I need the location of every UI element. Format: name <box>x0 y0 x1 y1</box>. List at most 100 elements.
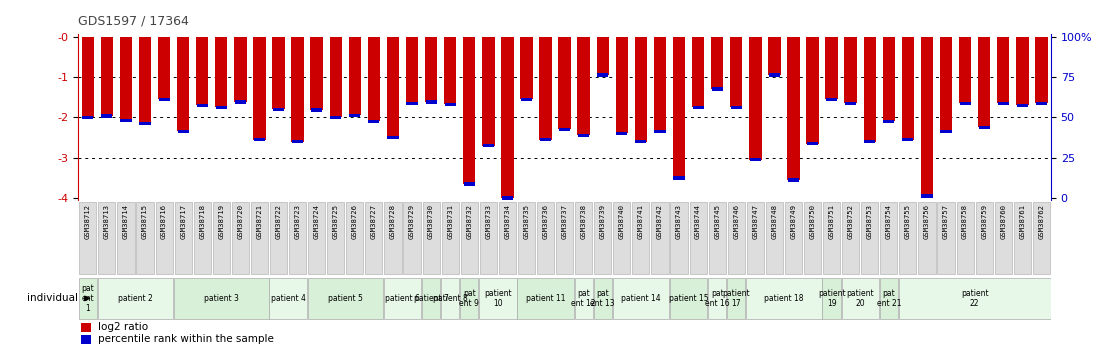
FancyBboxPatch shape <box>421 278 440 319</box>
Text: patient 2: patient 2 <box>119 294 153 303</box>
FancyBboxPatch shape <box>880 278 898 319</box>
Bar <box>750 158 761 161</box>
FancyBboxPatch shape <box>288 201 306 275</box>
Bar <box>882 37 896 121</box>
Bar <box>139 37 151 124</box>
FancyBboxPatch shape <box>499 201 515 275</box>
Bar <box>464 182 475 186</box>
Bar <box>234 37 247 102</box>
FancyBboxPatch shape <box>537 201 555 275</box>
FancyBboxPatch shape <box>250 201 268 275</box>
Bar <box>407 101 418 105</box>
FancyBboxPatch shape <box>385 201 401 275</box>
Bar <box>311 108 322 112</box>
Bar <box>387 37 399 138</box>
FancyBboxPatch shape <box>231 201 249 275</box>
Text: patient 3: patient 3 <box>203 294 239 303</box>
Bar <box>559 128 570 131</box>
Text: individual: individual <box>28 294 78 303</box>
Text: patient 8: patient 8 <box>433 294 467 303</box>
FancyBboxPatch shape <box>671 201 688 275</box>
FancyBboxPatch shape <box>976 201 993 275</box>
FancyBboxPatch shape <box>708 278 727 319</box>
Bar <box>578 37 590 136</box>
FancyBboxPatch shape <box>97 278 173 319</box>
Text: GSM38739: GSM38739 <box>599 204 606 239</box>
Bar <box>807 142 818 145</box>
Text: patient
20: patient 20 <box>846 289 874 308</box>
Text: patient
17: patient 17 <box>722 289 750 308</box>
FancyBboxPatch shape <box>727 278 746 319</box>
Text: GSM38716: GSM38716 <box>161 204 167 239</box>
Text: log2 ratio: log2 ratio <box>98 322 148 332</box>
Text: GSM38726: GSM38726 <box>352 204 358 239</box>
FancyBboxPatch shape <box>174 278 268 319</box>
Text: GSM38718: GSM38718 <box>199 204 206 239</box>
Bar <box>501 37 513 198</box>
Bar <box>330 37 342 117</box>
Bar <box>616 132 627 135</box>
Bar <box>197 104 208 107</box>
Text: GSM38748: GSM38748 <box>771 204 777 239</box>
Text: patient 15: patient 15 <box>669 294 709 303</box>
FancyBboxPatch shape <box>899 278 1051 319</box>
FancyBboxPatch shape <box>347 201 363 275</box>
Text: GDS1597 / 17364: GDS1597 / 17364 <box>78 15 189 28</box>
Bar <box>806 37 818 144</box>
Bar <box>864 140 875 143</box>
Text: GSM38750: GSM38750 <box>809 204 815 239</box>
FancyBboxPatch shape <box>366 201 382 275</box>
Bar <box>540 138 551 141</box>
Text: GSM38743: GSM38743 <box>676 204 682 239</box>
Bar <box>406 37 418 103</box>
FancyBboxPatch shape <box>480 278 517 319</box>
Text: GSM38749: GSM38749 <box>790 204 796 239</box>
Text: GSM38755: GSM38755 <box>904 204 911 239</box>
Bar <box>635 37 647 141</box>
FancyBboxPatch shape <box>423 201 439 275</box>
Text: GSM38735: GSM38735 <box>523 204 530 239</box>
FancyBboxPatch shape <box>78 278 97 319</box>
Text: GSM38722: GSM38722 <box>275 204 282 239</box>
FancyBboxPatch shape <box>766 201 783 275</box>
Bar <box>997 37 1010 103</box>
Bar <box>978 126 989 129</box>
FancyBboxPatch shape <box>212 201 230 275</box>
Bar <box>921 37 934 196</box>
FancyBboxPatch shape <box>995 201 1012 275</box>
Text: patient
22: patient 22 <box>960 289 988 308</box>
Bar <box>673 176 684 179</box>
Text: patient 5: patient 5 <box>328 294 362 303</box>
Text: patient 7: patient 7 <box>414 294 448 303</box>
Text: patient
10: patient 10 <box>484 289 512 308</box>
Bar <box>102 115 113 118</box>
FancyBboxPatch shape <box>328 201 344 275</box>
Bar <box>273 37 285 109</box>
Bar <box>863 37 875 141</box>
Bar <box>101 37 113 116</box>
Bar <box>825 37 837 99</box>
Bar <box>121 119 132 122</box>
Bar <box>673 37 685 178</box>
Bar <box>368 37 380 121</box>
FancyBboxPatch shape <box>709 201 726 275</box>
FancyBboxPatch shape <box>594 201 612 275</box>
Bar <box>921 195 932 198</box>
FancyBboxPatch shape <box>442 201 458 275</box>
Bar <box>769 73 780 77</box>
Bar <box>368 120 379 123</box>
FancyBboxPatch shape <box>728 201 745 275</box>
FancyBboxPatch shape <box>518 201 536 275</box>
Text: GSM38761: GSM38761 <box>1020 204 1025 239</box>
Bar <box>196 37 208 105</box>
FancyBboxPatch shape <box>918 201 936 275</box>
Bar <box>235 100 246 104</box>
Text: percentile rank within the sample: percentile rank within the sample <box>98 334 274 344</box>
Text: GSM38712: GSM38712 <box>85 204 91 239</box>
FancyBboxPatch shape <box>404 201 420 275</box>
Text: GSM38729: GSM38729 <box>409 204 415 239</box>
Bar <box>902 37 915 139</box>
Text: GSM38733: GSM38733 <box>485 204 491 239</box>
Bar <box>120 37 132 120</box>
FancyBboxPatch shape <box>269 278 306 319</box>
